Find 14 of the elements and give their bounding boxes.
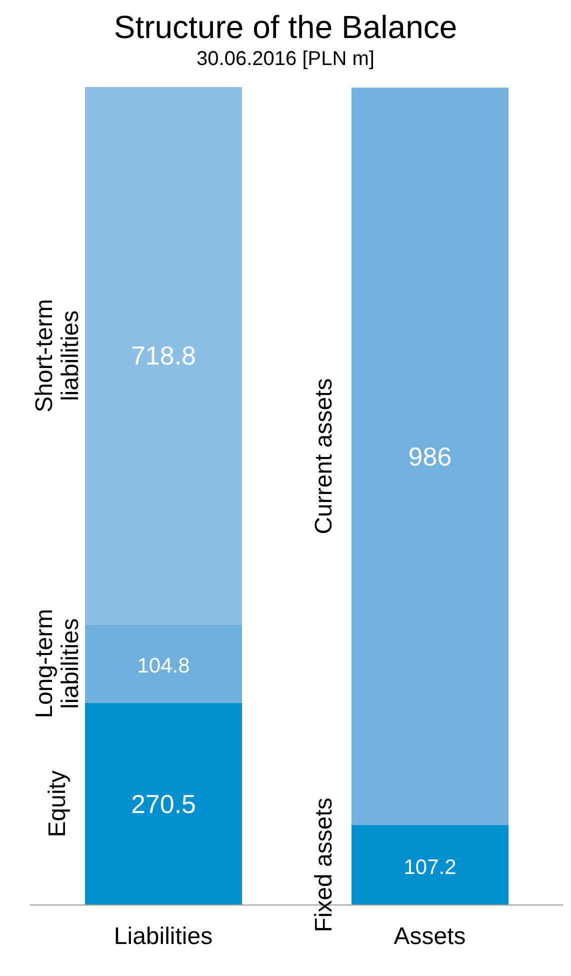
data-label: 718.8 <box>130 340 196 371</box>
data-label: 986 <box>408 441 452 472</box>
data-label: 107.2 <box>404 856 456 879</box>
text: Fixed assets <box>310 798 338 932</box>
text: Long-term liabilities <box>31 608 84 718</box>
text: Current assets <box>310 378 338 534</box>
x-tick-label: Liabilities <box>114 923 213 950</box>
text: Short-term liabilities <box>31 299 84 412</box>
chart-subtitle: 30.06.2016 [PLN m] <box>196 47 376 72</box>
data-label: 270.5 <box>130 788 196 819</box>
data-label: 104.8 <box>137 654 190 678</box>
text: Equity <box>44 770 71 838</box>
x-tick-label: Assets <box>394 923 466 950</box>
chart-title: Structure of the Balance <box>112 8 458 46</box>
